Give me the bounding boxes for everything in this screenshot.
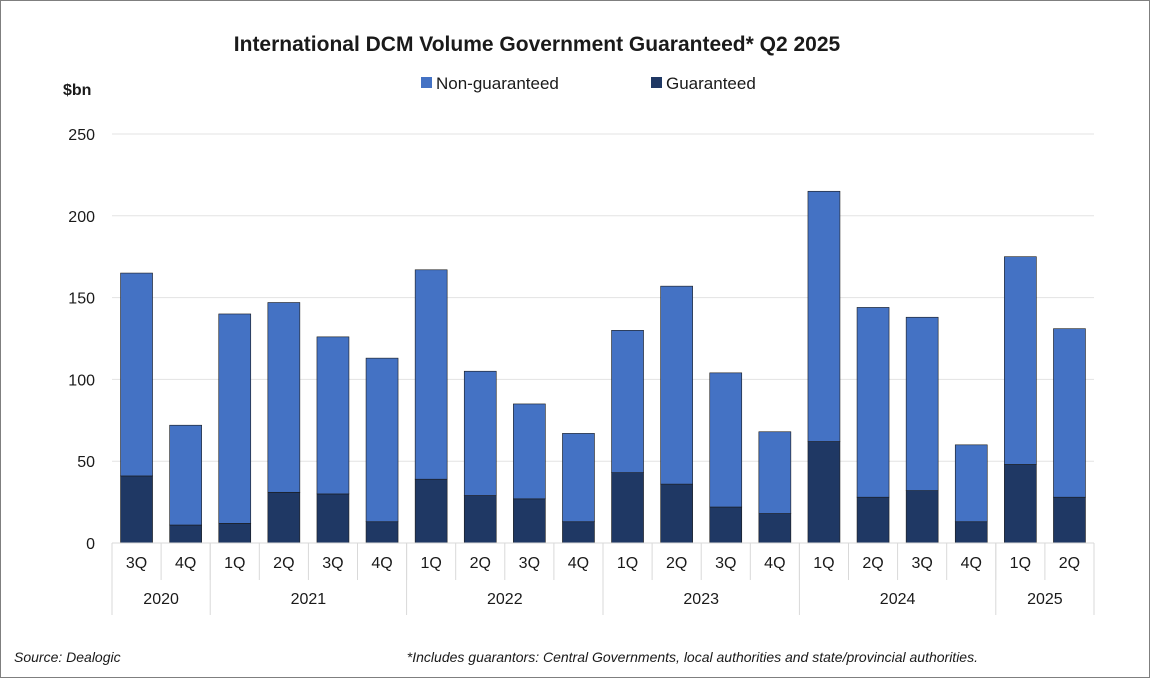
legend-swatch-guaranteed	[651, 77, 662, 88]
bar-guaranteed	[414, 478, 448, 544]
year-label: 2022	[487, 591, 523, 608]
year-label: 2024	[880, 591, 916, 608]
x-tick-label: 2Q	[862, 555, 883, 572]
bar-non-guaranteed	[169, 424, 202, 526]
legend-swatch-non-guaranteed	[421, 77, 432, 88]
bar-guaranteed	[1053, 496, 1086, 544]
bar-guaranteed	[267, 491, 301, 544]
bar-non-guaranteed	[856, 307, 890, 498]
bar-guaranteed	[120, 475, 153, 544]
source-note: Source: Dealogic	[14, 649, 121, 665]
y-tick-label: 250	[68, 127, 95, 144]
bar-guaranteed	[218, 523, 252, 544]
bar-guaranteed	[709, 506, 743, 544]
bar-guaranteed	[316, 493, 350, 544]
legend: Non-guaranteed Guaranteed	[421, 74, 756, 93]
bar-guaranteed	[169, 524, 202, 544]
bar-guaranteed	[611, 472, 644, 544]
x-tick-label: 4Q	[175, 555, 196, 572]
y-tick-label: 50	[77, 454, 95, 471]
y-axis-ticks: 0 50 100 150 200 250	[68, 127, 95, 553]
year-label: 2021	[291, 591, 327, 608]
x-tick-label: 2Q	[470, 555, 491, 572]
legend-label-guaranteed: Guaranteed	[666, 74, 756, 93]
bar-non-guaranteed	[562, 433, 595, 523]
year-label: 2023	[683, 591, 719, 608]
y-tick-label: 150	[68, 291, 95, 308]
bar-non-guaranteed	[316, 336, 350, 495]
bar-guaranteed	[1004, 464, 1037, 544]
x-tick-label: 3Q	[126, 555, 147, 572]
bar-non-guaranteed	[218, 313, 252, 524]
bar-guaranteed	[856, 496, 890, 544]
bar-non-guaranteed	[905, 316, 939, 491]
bar-guaranteed	[562, 521, 595, 544]
bar-guaranteed	[807, 441, 841, 544]
x-tick-label: 2Q	[666, 555, 687, 572]
x-tick-label: 3Q	[322, 555, 343, 572]
bar-guaranteed	[660, 483, 693, 544]
bar-non-guaranteed	[1004, 256, 1037, 465]
bar-guaranteed	[365, 521, 399, 544]
bar-non-guaranteed	[414, 269, 448, 480]
x-tick-label: 2Q	[1059, 555, 1080, 572]
x-tick-label: 4Q	[568, 555, 589, 572]
bar-non-guaranteed	[611, 330, 644, 473]
bar-non-guaranteed	[954, 444, 988, 523]
bar-guaranteed	[905, 490, 939, 544]
x-tick-label: 4Q	[371, 555, 392, 572]
x-tick-label: 3Q	[715, 555, 736, 572]
legend-label-non-guaranteed: Non-guaranteed	[436, 74, 559, 93]
bar-non-guaranteed	[365, 357, 399, 523]
x-tick-label: 3Q	[519, 555, 540, 572]
y-tick-label: 0	[86, 536, 95, 553]
bar-non-guaranteed	[807, 190, 841, 442]
x-tick-label: 1Q	[1010, 555, 1031, 572]
y-tick-label: 200	[68, 209, 95, 226]
footnote: *Includes guarantors: Central Government…	[407, 649, 978, 665]
bar-non-guaranteed	[267, 302, 301, 493]
x-tick-label: 1Q	[224, 555, 245, 572]
bar-non-guaranteed	[709, 372, 743, 508]
bar-non-guaranteed	[513, 403, 546, 500]
bar-non-guaranteed	[463, 370, 497, 496]
bar-non-guaranteed	[758, 431, 792, 514]
bar-guaranteed	[758, 513, 792, 544]
y-axis-unit: $bn	[63, 82, 91, 99]
bar-guaranteed	[463, 495, 497, 544]
x-tick-label: 1Q	[813, 555, 834, 572]
x-tick-label: 3Q	[911, 555, 932, 572]
x-tick-label: 2Q	[273, 555, 294, 572]
bar-guaranteed	[513, 498, 546, 544]
chart-title: International DCM Volume Government Guar…	[234, 33, 841, 56]
x-tick-label: 1Q	[617, 555, 638, 572]
gridlines	[112, 133, 1094, 462]
x-axis: 3Q 4Q 1Q 2Q 3Q 4Q 1Q 2Q 3Q 4Q 1Q 2Q 3Q 4Q 1Q 2Q 3Q 4Q 1Q 2Q…	[111, 542, 1095, 615]
year-label: 2020	[143, 591, 179, 608]
bars	[120, 190, 1086, 544]
x-tick-label: 4Q	[961, 555, 982, 572]
y-tick-label: 100	[68, 372, 95, 389]
bar-non-guaranteed	[1053, 328, 1086, 498]
bar-guaranteed	[954, 521, 988, 544]
x-tick-label: 1Q	[420, 555, 441, 572]
bar-non-guaranteed	[120, 272, 153, 477]
year-label: 2025	[1027, 591, 1063, 608]
bar-non-guaranteed	[660, 285, 693, 485]
x-tick-label: 4Q	[764, 555, 785, 572]
